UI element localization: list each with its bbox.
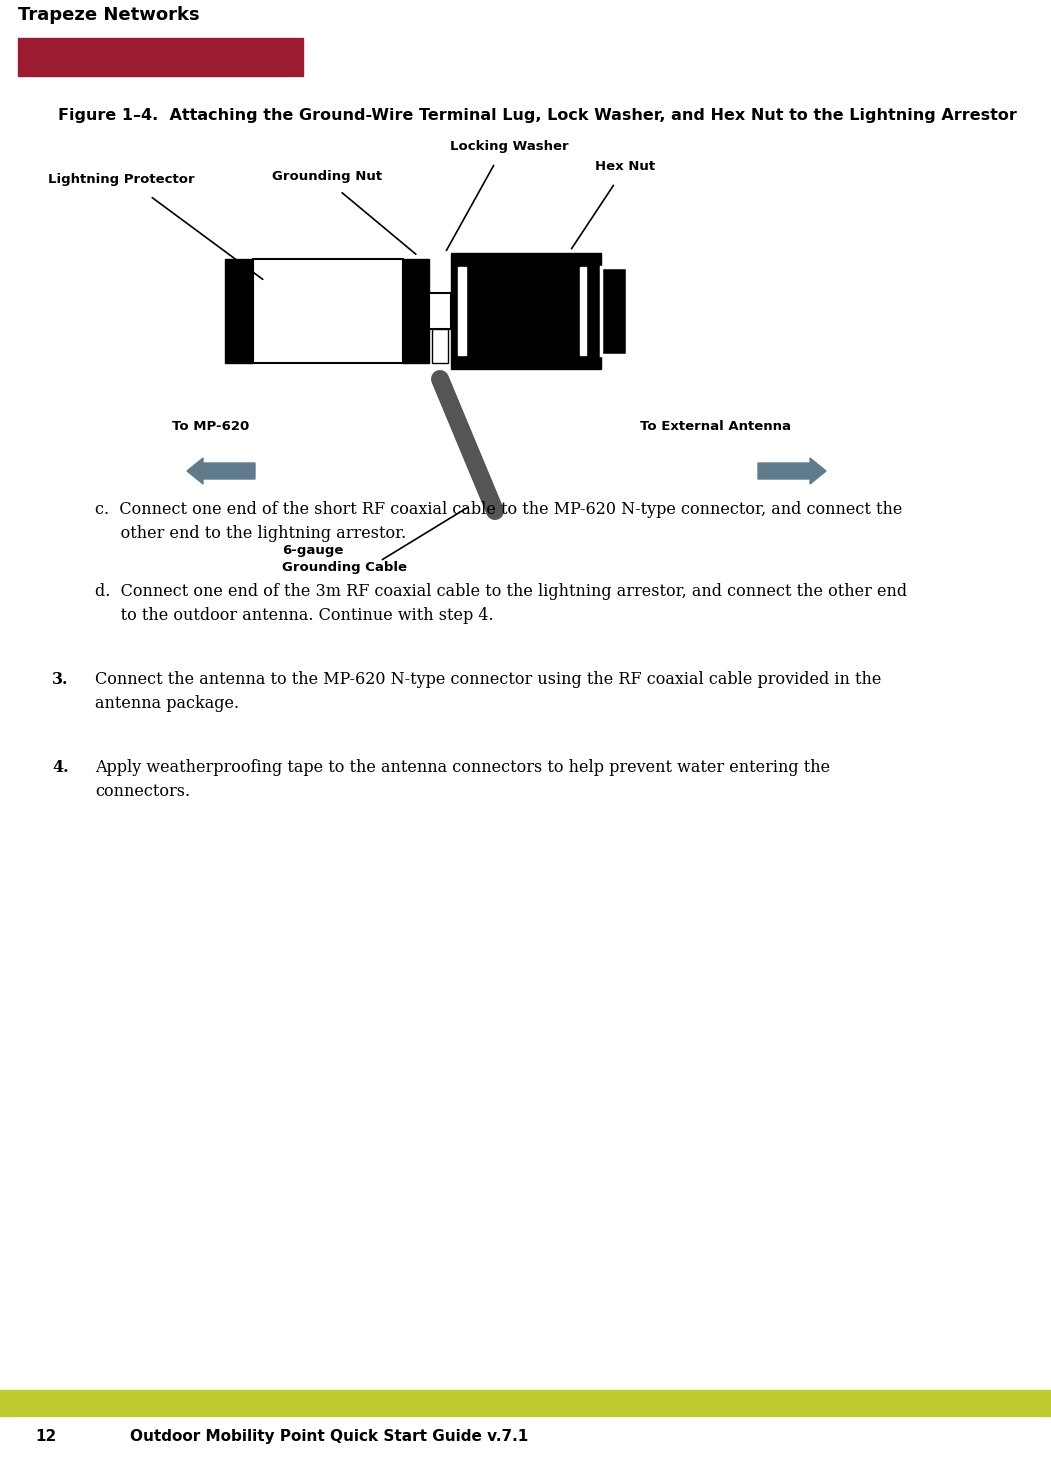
- Bar: [601, 267, 627, 355]
- Bar: [253, 259, 403, 364]
- Text: Trapeze Networks: Trapeze Networks: [18, 6, 200, 23]
- Text: Hex Nut: Hex Nut: [595, 160, 655, 173]
- Bar: [458, 267, 466, 355]
- Bar: [429, 293, 451, 328]
- Text: Connect the antenna to the MP-620 N-type connector using the RF coaxial cable pr: Connect the antenna to the MP-620 N-type…: [95, 671, 882, 711]
- Text: To External Antenna: To External Antenna: [640, 419, 791, 432]
- Text: 6-gauge
Grounding Cable: 6-gauge Grounding Cable: [282, 544, 407, 573]
- Bar: [601, 267, 627, 355]
- FancyArrow shape: [187, 457, 255, 484]
- Text: 3.: 3.: [51, 671, 68, 688]
- Text: c.  Connect one end of the short RF coaxial cable to the MP-620 N-type connector: c. Connect one end of the short RF coaxi…: [95, 501, 903, 541]
- Bar: [432, 328, 448, 364]
- Text: Locking Washer: Locking Washer: [450, 139, 569, 152]
- Text: To MP-620: To MP-620: [172, 419, 249, 432]
- FancyArrow shape: [758, 457, 826, 484]
- Text: Lightning Protector: Lightning Protector: [48, 173, 194, 186]
- Bar: [580, 267, 586, 355]
- Text: Apply weatherproofing tape to the antenna connectors to help prevent water enter: Apply weatherproofing tape to the antenn…: [95, 759, 830, 799]
- Text: 12: 12: [35, 1429, 57, 1444]
- Text: Grounding Nut: Grounding Nut: [272, 170, 383, 183]
- Text: d.  Connect one end of the 3m RF coaxial cable to the lightning arrestor, and co: d. Connect one end of the 3m RF coaxial …: [95, 583, 907, 623]
- Bar: [225, 259, 253, 364]
- Text: Figure 1–4.  Attaching the Ground-Wire Terminal Lug, Lock Washer, and Hex Nut to: Figure 1–4. Attaching the Ground-Wire Te…: [58, 108, 1017, 123]
- Text: 4.: 4.: [51, 759, 68, 776]
- Bar: [18, 38, 303, 76]
- Text: Outdoor Mobility Point Quick Start Guide v.7.1: Outdoor Mobility Point Quick Start Guide…: [130, 1429, 529, 1444]
- Bar: [0, 1390, 1051, 1416]
- Bar: [403, 259, 429, 364]
- Bar: [451, 254, 601, 369]
